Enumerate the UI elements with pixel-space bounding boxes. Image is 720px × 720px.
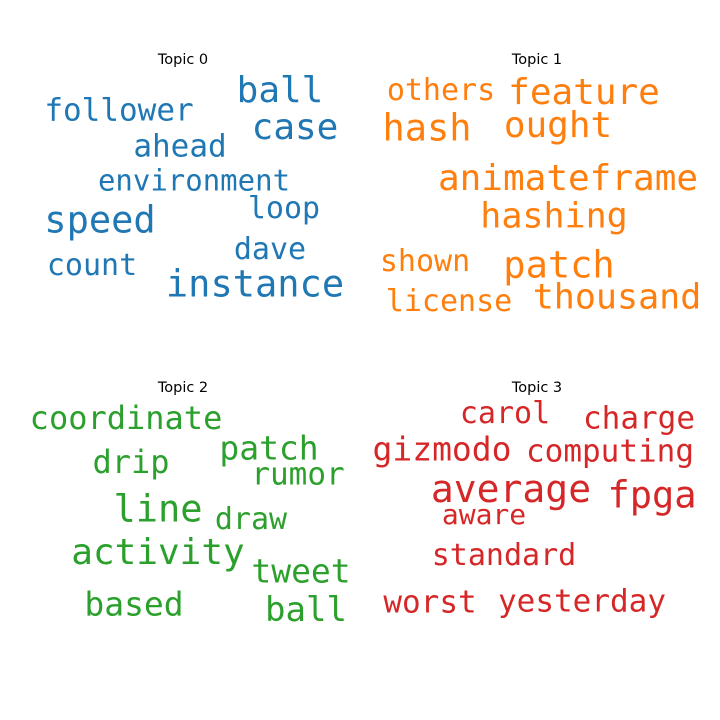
word-instance: instance bbox=[165, 262, 345, 306]
topic-panel-1: Topic 1 others feature hash ought animatefram… bbox=[360, 0, 720, 360]
word-computing: computing bbox=[526, 433, 694, 470]
word-animateframe: animateframe bbox=[437, 158, 699, 199]
word-hashing: hashing bbox=[480, 196, 628, 237]
word-hash: hash bbox=[382, 106, 472, 150]
topic-title: Topic 1 bbox=[511, 52, 563, 68]
word-shown: shown bbox=[379, 244, 471, 279]
word-patch: patch bbox=[219, 428, 319, 468]
word-case: case bbox=[251, 107, 339, 148]
topic-title: Topic 3 bbox=[511, 380, 563, 396]
word-follower: follower bbox=[44, 92, 194, 129]
word-ball: ball bbox=[236, 70, 324, 111]
word-line: line bbox=[113, 487, 203, 531]
word-tweet: tweet bbox=[251, 551, 351, 591]
word-fpga: fpga bbox=[607, 473, 697, 517]
word-standard: standard bbox=[431, 538, 577, 573]
word-rumor: rumor bbox=[251, 456, 345, 493]
word-ahead: ahead bbox=[133, 128, 227, 165]
topic-title: Topic 2 bbox=[157, 380, 209, 396]
word-activity: activity bbox=[71, 532, 245, 573]
word-charge: charge bbox=[583, 400, 695, 437]
word-coordinate: coordinate bbox=[29, 399, 223, 437]
topic-title: Topic 0 bbox=[157, 52, 209, 68]
word-feature: feature bbox=[508, 72, 660, 113]
word-speed: speed bbox=[44, 198, 156, 242]
word-count: count bbox=[46, 248, 138, 283]
word-average: average bbox=[430, 467, 592, 511]
word-draw: draw bbox=[214, 502, 288, 537]
word-license: license bbox=[385, 284, 513, 319]
word-dave: dave bbox=[233, 232, 307, 267]
topic-panel-0: Topic 0 follower ball case ahead environment s… bbox=[0, 0, 360, 360]
word-ball: ball bbox=[265, 590, 347, 630]
word-thousand: thousand bbox=[532, 277, 702, 318]
topic-panel-3: Topic 3 carol charge gizmodo computing averag… bbox=[360, 360, 720, 720]
word-others: others bbox=[386, 73, 496, 108]
word-worst: worst bbox=[383, 584, 477, 621]
topic-panel-2: Topic 2 coordinate patch drip rumor line draw a… bbox=[0, 360, 360, 720]
word-gizmodo: gizmodo bbox=[372, 429, 512, 469]
word-carol: carol bbox=[459, 396, 551, 431]
word-ought: ought bbox=[503, 105, 613, 146]
word-drip: drip bbox=[92, 443, 170, 481]
word-aware: aware bbox=[441, 498, 527, 531]
word-environment: environment bbox=[97, 163, 291, 198]
word-yesterday: yesterday bbox=[498, 583, 666, 620]
word-patch: patch bbox=[503, 243, 615, 287]
word-based: based bbox=[84, 584, 184, 624]
word-loop: loop bbox=[247, 191, 321, 226]
